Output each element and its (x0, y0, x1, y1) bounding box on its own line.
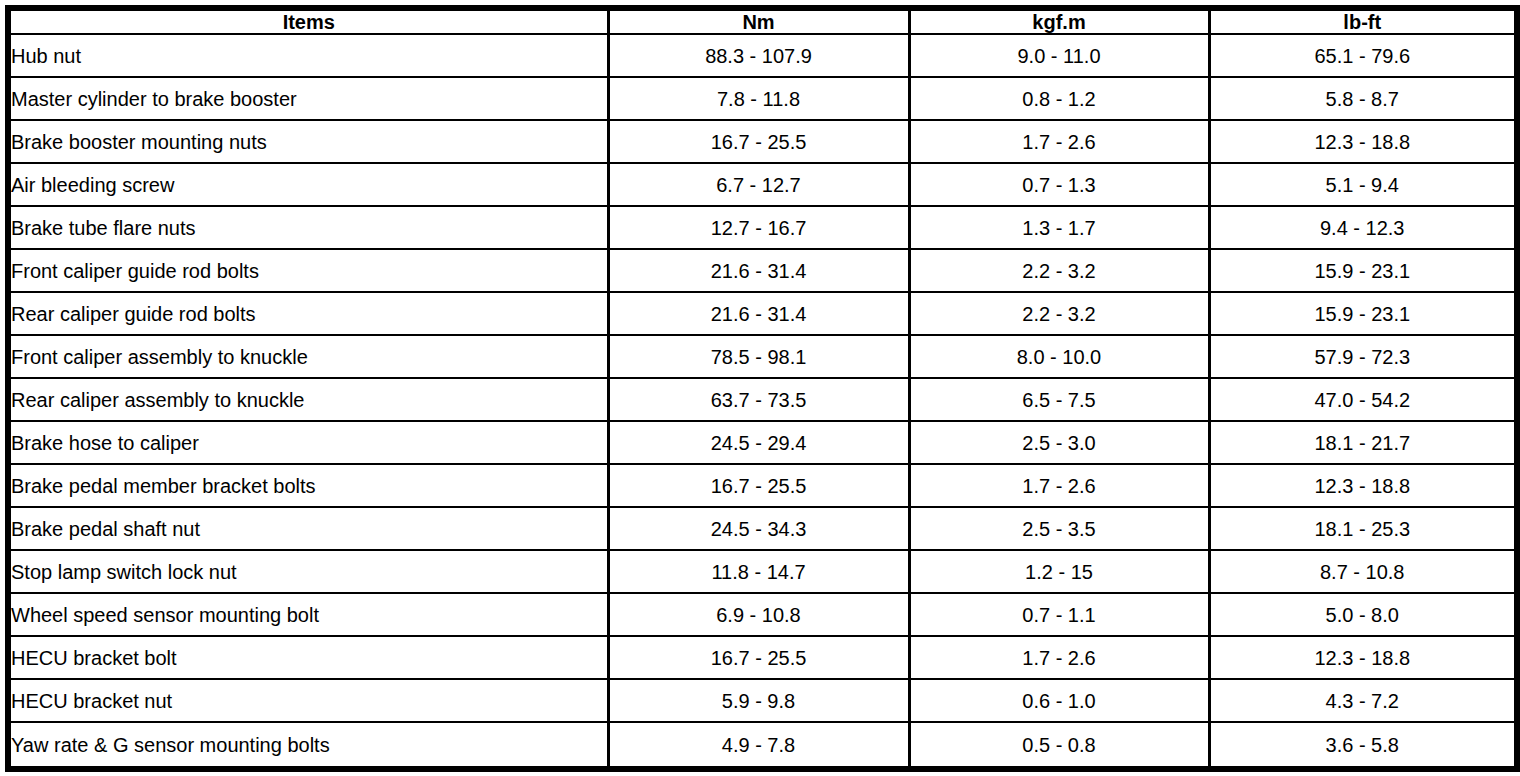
nm-value-cell: 21.6 - 31.4 (608, 292, 909, 335)
item-cell: Front caliper guide rod bolts (8, 249, 608, 292)
lbft-value-cell: 3.6 - 5.8 (1209, 722, 1517, 769)
lbft-value-cell: 57.9 - 72.3 (1209, 335, 1517, 378)
kgfm-value-cell: 0.7 - 1.1 (909, 593, 1209, 636)
item-cell: Master cylinder to brake booster (8, 77, 608, 120)
table-row: HECU bracket nut5.9 - 9.80.6 - 1.04.3 - … (8, 679, 1517, 722)
table-row: Rear caliper assembly to knuckle63.7 - 7… (8, 378, 1517, 421)
kgfm-value-cell: 0.5 - 0.8 (909, 722, 1209, 769)
item-cell: Hub nut (8, 34, 608, 77)
lbft-value-cell: 47.0 - 54.2 (1209, 378, 1517, 421)
nm-value-cell: 16.7 - 25.5 (608, 120, 909, 163)
nm-value-cell: 88.3 - 107.9 (608, 34, 909, 77)
table-row: Brake pedal member bracket bolts16.7 - 2… (8, 464, 1517, 507)
table-row: Brake pedal shaft nut24.5 - 34.32.5 - 3.… (8, 507, 1517, 550)
lbft-value-cell: 12.3 - 18.8 (1209, 636, 1517, 679)
nm-value-cell: 78.5 - 98.1 (608, 335, 909, 378)
item-cell: Brake tube flare nuts (8, 206, 608, 249)
table-row: Yaw rate & G sensor mounting bolts4.9 - … (8, 722, 1517, 769)
item-cell: Rear caliper assembly to knuckle (8, 378, 608, 421)
nm-value-cell: 4.9 - 7.8 (608, 722, 909, 769)
lbft-value-cell: 18.1 - 21.7 (1209, 421, 1517, 464)
kgfm-value-cell: 2.2 - 3.2 (909, 249, 1209, 292)
table-row: Stop lamp switch lock nut11.8 - 14.71.2 … (8, 550, 1517, 593)
lbft-value-cell: 8.7 - 10.8 (1209, 550, 1517, 593)
nm-value-cell: 16.7 - 25.5 (608, 636, 909, 679)
item-cell: Air bleeding screw (8, 163, 608, 206)
document-page: Items Nm kgf.m lb-ft Hub nut88.3 - 107.9… (0, 0, 1520, 776)
lbft-value-cell: 12.3 - 18.8 (1209, 464, 1517, 507)
lbft-value-cell: 4.3 - 7.2 (1209, 679, 1517, 722)
kgfm-value-cell: 6.5 - 7.5 (909, 378, 1209, 421)
lbft-value-cell: 5.1 - 9.4 (1209, 163, 1517, 206)
table-row: Brake tube flare nuts12.7 - 16.71.3 - 1.… (8, 206, 1517, 249)
lbft-value-cell: 15.9 - 23.1 (1209, 292, 1517, 335)
kgfm-value-cell: 1.3 - 1.7 (909, 206, 1209, 249)
nm-value-cell: 63.7 - 73.5 (608, 378, 909, 421)
item-cell: Brake hose to caliper (8, 421, 608, 464)
lbft-value-cell: 5.0 - 8.0 (1209, 593, 1517, 636)
table-row: Brake booster mounting nuts16.7 - 25.51.… (8, 120, 1517, 163)
kgfm-value-cell: 0.8 - 1.2 (909, 77, 1209, 120)
item-cell: Front caliper assembly to knuckle (8, 335, 608, 378)
kgfm-value-cell: 1.7 - 2.6 (909, 636, 1209, 679)
item-cell: Wheel speed sensor mounting bolt (8, 593, 608, 636)
item-cell: Brake pedal shaft nut (8, 507, 608, 550)
item-cell: Rear caliper guide rod bolts (8, 292, 608, 335)
lbft-value-cell: 65.1 - 79.6 (1209, 34, 1517, 77)
item-cell: HECU bracket bolt (8, 636, 608, 679)
column-header-lbft: lb-ft (1209, 8, 1517, 34)
column-header-items: Items (8, 8, 608, 34)
nm-value-cell: 24.5 - 34.3 (608, 507, 909, 550)
lbft-value-cell: 5.8 - 8.7 (1209, 77, 1517, 120)
kgfm-value-cell: 0.7 - 1.3 (909, 163, 1209, 206)
lbft-value-cell: 18.1 - 25.3 (1209, 507, 1517, 550)
table-row: Hub nut88.3 - 107.99.0 - 11.065.1 - 79.6 (8, 34, 1517, 77)
kgfm-value-cell: 1.7 - 2.6 (909, 464, 1209, 507)
nm-value-cell: 16.7 - 25.5 (608, 464, 909, 507)
table-header: Items Nm kgf.m lb-ft (8, 8, 1517, 34)
table-row: Rear caliper guide rod bolts21.6 - 31.42… (8, 292, 1517, 335)
item-cell: Stop lamp switch lock nut (8, 550, 608, 593)
table-row: Brake hose to caliper24.5 - 29.42.5 - 3.… (8, 421, 1517, 464)
lbft-value-cell: 9.4 - 12.3 (1209, 206, 1517, 249)
header-row: Items Nm kgf.m lb-ft (8, 8, 1517, 34)
kgfm-value-cell: 2.2 - 3.2 (909, 292, 1209, 335)
item-cell: Brake booster mounting nuts (8, 120, 608, 163)
kgfm-value-cell: 2.5 - 3.0 (909, 421, 1209, 464)
nm-value-cell: 6.7 - 12.7 (608, 163, 909, 206)
kgfm-value-cell: 0.6 - 1.0 (909, 679, 1209, 722)
kgfm-value-cell: 1.7 - 2.6 (909, 120, 1209, 163)
torque-spec-table: Items Nm kgf.m lb-ft Hub nut88.3 - 107.9… (5, 5, 1520, 772)
item-cell: HECU bracket nut (8, 679, 608, 722)
nm-value-cell: 21.6 - 31.4 (608, 249, 909, 292)
table-row: Air bleeding screw6.7 - 12.70.7 - 1.35.1… (8, 163, 1517, 206)
nm-value-cell: 24.5 - 29.4 (608, 421, 909, 464)
table-row: Master cylinder to brake booster7.8 - 11… (8, 77, 1517, 120)
item-cell: Brake pedal member bracket bolts (8, 464, 608, 507)
nm-value-cell: 11.8 - 14.7 (608, 550, 909, 593)
column-header-kgfm: kgf.m (909, 8, 1209, 34)
table-body: Hub nut88.3 - 107.99.0 - 11.065.1 - 79.6… (8, 34, 1517, 769)
lbft-value-cell: 12.3 - 18.8 (1209, 120, 1517, 163)
nm-value-cell: 6.9 - 10.8 (608, 593, 909, 636)
kgfm-value-cell: 1.2 - 15 (909, 550, 1209, 593)
item-cell: Yaw rate & G sensor mounting bolts (8, 722, 608, 769)
nm-value-cell: 5.9 - 9.8 (608, 679, 909, 722)
kgfm-value-cell: 9.0 - 11.0 (909, 34, 1209, 77)
column-header-nm: Nm (608, 8, 909, 34)
kgfm-value-cell: 2.5 - 3.5 (909, 507, 1209, 550)
nm-value-cell: 12.7 - 16.7 (608, 206, 909, 249)
table-row: Front caliper assembly to knuckle78.5 - … (8, 335, 1517, 378)
table-row: HECU bracket bolt16.7 - 25.51.7 - 2.612.… (8, 636, 1517, 679)
table-row: Wheel speed sensor mounting bolt6.9 - 10… (8, 593, 1517, 636)
nm-value-cell: 7.8 - 11.8 (608, 77, 909, 120)
table-row: Front caliper guide rod bolts21.6 - 31.4… (8, 249, 1517, 292)
lbft-value-cell: 15.9 - 23.1 (1209, 249, 1517, 292)
kgfm-value-cell: 8.0 - 10.0 (909, 335, 1209, 378)
